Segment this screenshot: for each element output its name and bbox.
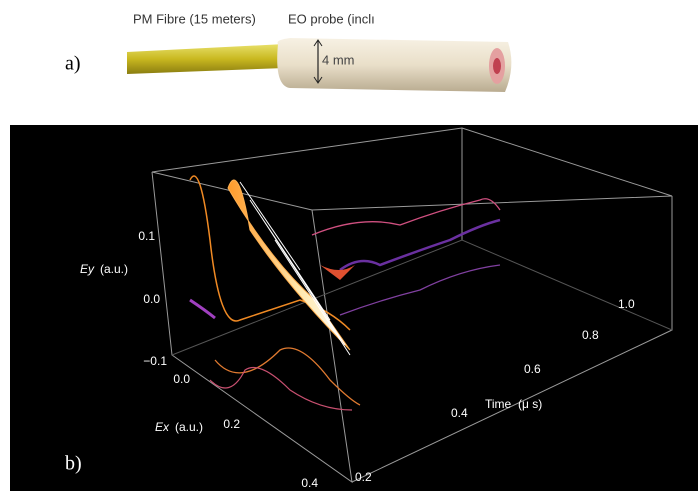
tick-label: 0.0 xyxy=(173,372,190,386)
fibre-label: PM Fibre (15 meters) xyxy=(133,11,256,26)
probe xyxy=(277,38,511,92)
probe-core xyxy=(493,58,501,74)
tick-label: 0.6 xyxy=(524,362,541,376)
y-axis-unit: (a.u.) xyxy=(100,262,128,276)
x-axis-unit: (a.u.) xyxy=(175,420,203,434)
tick-label: 0.1 xyxy=(138,229,155,243)
tick-label: 0.2 xyxy=(355,470,372,484)
dimension-label: 4 mm xyxy=(322,52,355,67)
time-axis-unit: (μ s) xyxy=(518,397,542,411)
page: a) PM Fibre (15 meters) EO probe (inclı … xyxy=(0,0,698,491)
y-axis-title: Ey xyxy=(80,262,95,276)
tick-label: 0.2 xyxy=(223,417,240,431)
fibre xyxy=(127,44,285,74)
tick-label: 1.0 xyxy=(618,297,635,311)
tick-label: 0.8 xyxy=(582,328,599,342)
time-axis-title: Time xyxy=(485,397,512,411)
tick-label: 0.4 xyxy=(451,406,468,420)
probe-label: EO probe (inclı xyxy=(288,11,375,26)
x-axis-title: Ex xyxy=(155,420,170,434)
panel-label: b) xyxy=(65,453,82,475)
panel-label: a) xyxy=(65,53,81,75)
tick-label: −0.1 xyxy=(143,354,167,368)
plot-background xyxy=(10,125,698,491)
tick-label: 0.0 xyxy=(143,292,160,306)
tick-label: 0.4 xyxy=(301,476,318,490)
figure: a) PM Fibre (15 meters) EO probe (inclı … xyxy=(0,0,698,491)
